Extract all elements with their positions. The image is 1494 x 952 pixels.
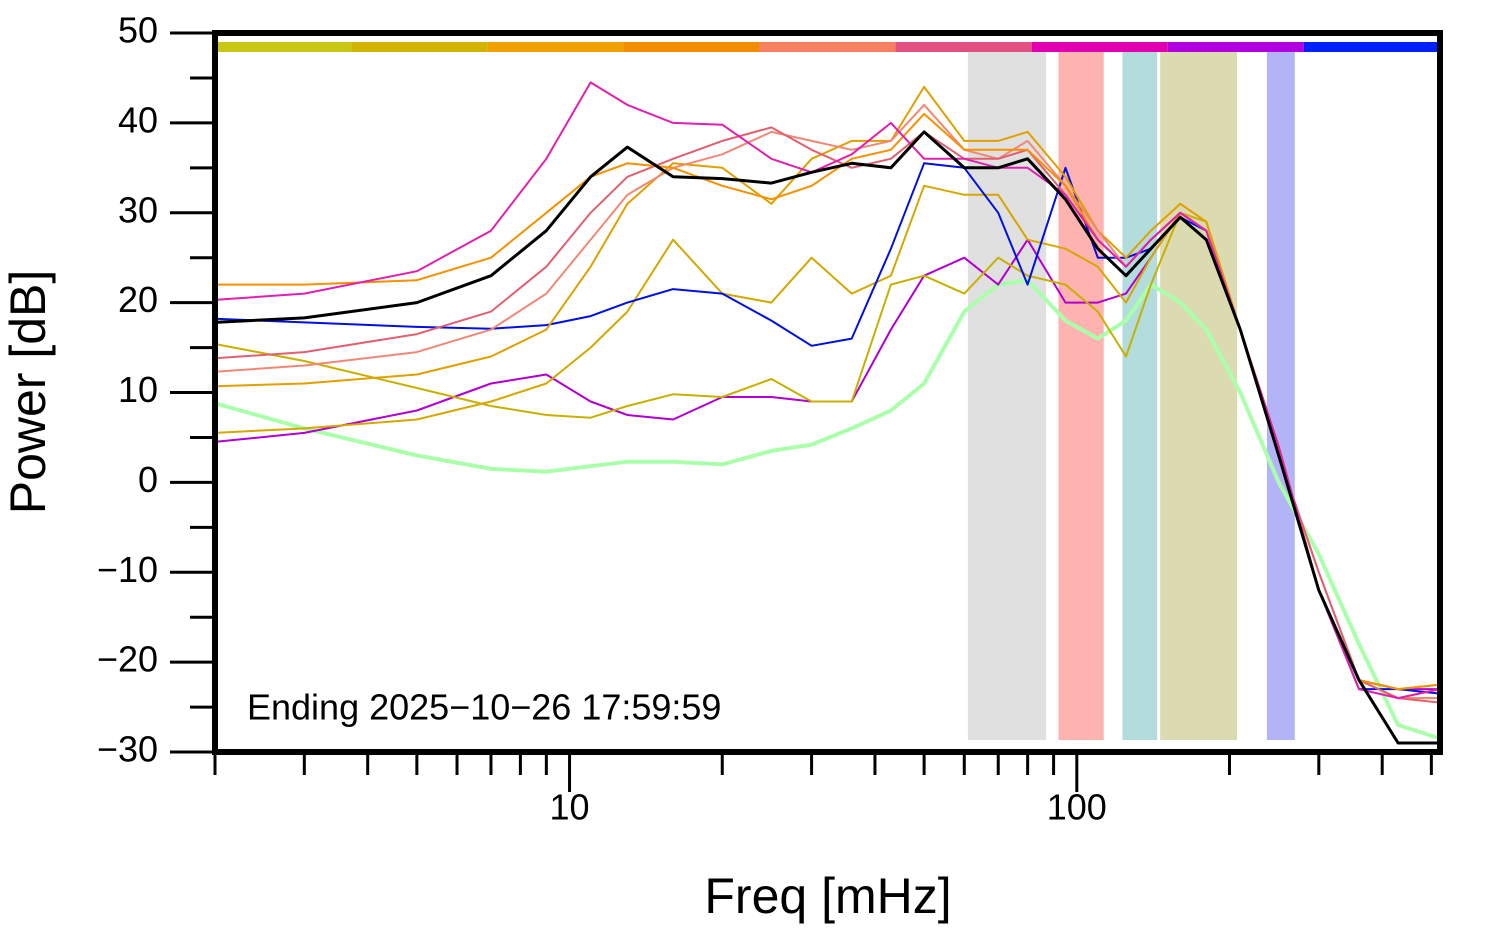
color-bar-segment — [895, 42, 1032, 52]
y-tick-label: −30 — [97, 729, 158, 770]
y-tick-label: −20 — [97, 639, 158, 680]
color-bar-segment — [215, 42, 352, 52]
color-bar-segment — [487, 42, 624, 52]
band — [1058, 52, 1104, 740]
series-line — [215, 184, 1440, 700]
x-axis-label: Freq [mHz] — [704, 868, 951, 924]
color-bar-segment — [1303, 42, 1440, 52]
y-tick-label: 0 — [138, 459, 158, 500]
series-line — [215, 85, 1440, 691]
band — [1160, 52, 1238, 740]
series-line — [215, 211, 1440, 700]
y-tick-label: 40 — [118, 99, 158, 140]
band — [1122, 52, 1158, 740]
lines — [215, 81, 1440, 745]
band — [1266, 52, 1295, 740]
annotation: Ending 2025−10−26 17:59:59 — [247, 687, 721, 728]
color-bar-segment — [759, 42, 896, 52]
y-tick-label: 50 — [118, 10, 158, 51]
bands — [215, 42, 1440, 740]
plot-frame — [212, 30, 1443, 755]
y-tick-label: 10 — [118, 369, 158, 410]
y-tick-label: −10 — [97, 549, 158, 590]
series-line — [215, 278, 1440, 741]
color-bar-segment — [1031, 42, 1168, 52]
color-bar-segment — [623, 42, 760, 52]
color-bar-segment — [351, 42, 488, 52]
x-tick-label: 100 — [1047, 787, 1107, 828]
series-line — [215, 130, 1440, 745]
color-bar-segment — [1167, 42, 1304, 52]
y-tick-label: 30 — [118, 189, 158, 230]
y-tick-label: 20 — [118, 279, 158, 320]
x-tick-label: 10 — [550, 787, 590, 828]
y-axis-label: Power [dB] — [0, 270, 56, 515]
